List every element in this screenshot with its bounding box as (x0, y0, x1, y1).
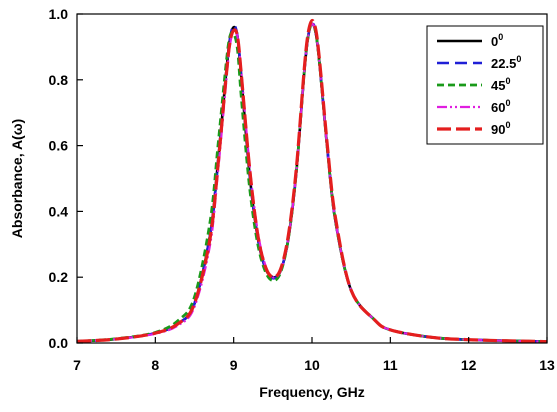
y-axis-title: Absorbance, A(ω) (9, 119, 25, 238)
x-tick-label: 7 (73, 357, 81, 373)
legend-label-1: 22.50 (491, 54, 521, 71)
y-tick-label: 0.4 (49, 203, 69, 219)
y-tick-label: 1.0 (49, 6, 69, 22)
series-lines (76, 18, 548, 344)
x-axis-title: Frequency, GHz (259, 384, 365, 400)
legend-box (426, 25, 544, 145)
x-tick-label: 12 (461, 357, 477, 373)
series-line-4 (76, 18, 548, 344)
x-tick-label: 10 (304, 357, 320, 373)
x-tick-label: 9 (230, 357, 238, 373)
y-tick-label: 0.6 (49, 138, 69, 154)
y-tick-label: 0.8 (49, 72, 69, 88)
axis-ticks: 7 8 9 10 11 12 13 0.0 0.2 0.4 0.6 0.8 1.0 (49, 6, 555, 373)
x-tick-label: 13 (539, 357, 555, 373)
x-tick-label: 8 (151, 357, 159, 373)
y-tick-label: 0.0 (49, 335, 69, 351)
x-tick-label: 11 (383, 357, 398, 373)
y-tick-label: 0.2 (49, 269, 69, 285)
